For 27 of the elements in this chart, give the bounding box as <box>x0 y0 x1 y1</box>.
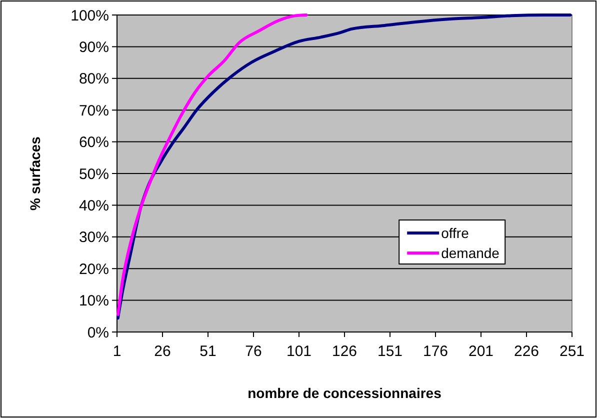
y-tick-label: 100% <box>70 7 109 24</box>
y-tick-label: 50% <box>78 166 109 183</box>
x-tick-label: 1 <box>112 343 122 360</box>
y-tick-label: 10% <box>78 292 109 310</box>
y-tick-label: 20% <box>78 260 109 278</box>
y-tick-label: 40% <box>78 197 109 214</box>
x-axis-title: nombre de concessionnaires <box>248 385 442 401</box>
y-tick-label: 80% <box>78 70 109 88</box>
x-tick-label: 251 <box>559 343 585 360</box>
x-tick-label: 76 <box>245 343 262 360</box>
x-tick-label: 201 <box>468 343 494 360</box>
x-tick-label: 101 <box>286 343 312 360</box>
y-tick-label: 90% <box>78 38 109 56</box>
y-tick-label: 0% <box>87 324 109 342</box>
y-tick-label: 70% <box>78 102 109 120</box>
legend-label: demande <box>441 244 500 261</box>
y-tick-label: 30% <box>78 229 109 246</box>
x-tick-label: 176 <box>422 343 448 360</box>
x-tick-label: 126 <box>332 343 358 360</box>
y-tick-label: 60% <box>78 134 109 152</box>
x-tick-label: 151 <box>377 343 403 360</box>
x-tick-label: 26 <box>154 343 171 360</box>
line-series <box>116 14 308 316</box>
y-axis-title: % surfaces <box>27 136 43 210</box>
legend-label: offre <box>441 224 470 241</box>
x-tick-label: 51 <box>200 343 216 360</box>
x-tick-label: 226 <box>514 343 540 360</box>
